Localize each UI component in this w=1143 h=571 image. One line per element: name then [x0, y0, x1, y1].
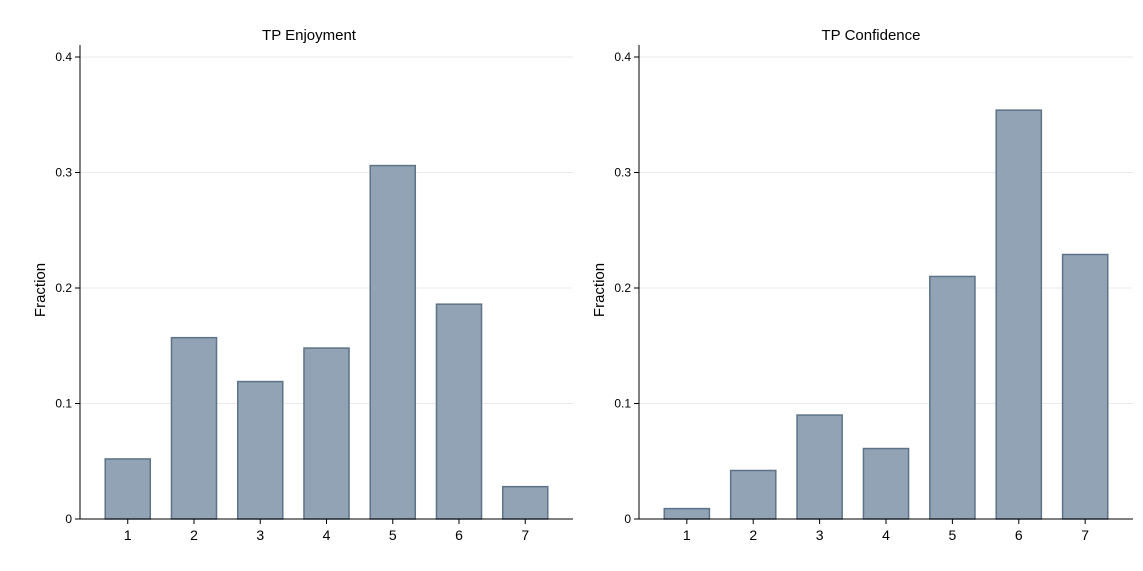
x-tick-label: 5	[948, 527, 956, 543]
x-tick-label: 5	[389, 527, 397, 543]
bar-2	[170, 336, 218, 520]
y-tick-label: 0	[65, 512, 72, 526]
bar-3	[236, 380, 284, 520]
bar-1	[104, 458, 152, 520]
gridlines	[639, 56, 1133, 404]
y-tick-label: 0.4	[55, 50, 72, 64]
chart-title: TP Confidence	[822, 27, 921, 44]
x-tick-labels: 1 2 3 4 5 6 7	[124, 527, 530, 543]
x-tick-label: 6	[1015, 527, 1023, 543]
bar-6	[995, 109, 1043, 520]
chart-panel-enjoyment: TP Enjoyment Fraction 0 0.1 0.2 0.3 0.4 1 2 3 4…	[32, 27, 573, 543]
y-tick-labels: 0 0.1 0.2 0.3 0.4	[614, 50, 631, 526]
bar-7	[1061, 253, 1109, 520]
y-tick-label: 0	[624, 512, 631, 526]
chart-panel-confidence: TP Confidence Fraction 0 0.1 0.2 0.3 0.4 1 2 3…	[591, 27, 1133, 543]
axes	[634, 45, 1133, 524]
x-tick-label: 1	[124, 527, 132, 543]
y-tick-label: 0.4	[614, 50, 631, 64]
x-tick-label: 3	[256, 527, 264, 543]
y-tick-label: 0.3	[614, 166, 631, 180]
y-axis-label: Fraction	[32, 263, 49, 317]
bar-6	[435, 303, 483, 520]
y-tick-label: 0.1	[614, 397, 631, 411]
x-tick-label: 6	[455, 527, 463, 543]
y-tick-label: 0.2	[614, 281, 631, 295]
bar-3	[796, 414, 843, 520]
chart-title: TP Enjoyment	[262, 27, 357, 44]
x-tick-label: 4	[882, 527, 890, 543]
y-tick-labels: 0 0.1 0.2 0.3 0.4	[55, 50, 72, 526]
bar-5	[369, 164, 417, 520]
x-tick-label: 2	[749, 527, 757, 543]
x-tick-label: 7	[1081, 527, 1089, 543]
y-tick-label: 0.3	[55, 166, 72, 180]
bars	[104, 164, 549, 520]
y-axis-label: Fraction	[591, 263, 608, 317]
x-tick-label: 1	[683, 527, 691, 543]
bar-1	[663, 507, 711, 520]
bar-7	[501, 485, 549, 520]
bar-2	[729, 469, 777, 520]
bar-4	[303, 347, 350, 520]
y-tick-label: 0.2	[55, 281, 72, 295]
bars	[663, 109, 1109, 520]
x-tick-labels: 1 2 3 4 5 6 7	[683, 527, 1089, 543]
x-tick-label: 7	[521, 527, 529, 543]
y-tick-label: 0.1	[55, 397, 72, 411]
x-tick-label: 4	[323, 527, 331, 543]
bar-4	[862, 447, 910, 520]
x-tick-label: 3	[816, 527, 824, 543]
axes	[75, 45, 573, 524]
x-tick-label: 2	[190, 527, 198, 543]
bar-5	[929, 275, 976, 520]
